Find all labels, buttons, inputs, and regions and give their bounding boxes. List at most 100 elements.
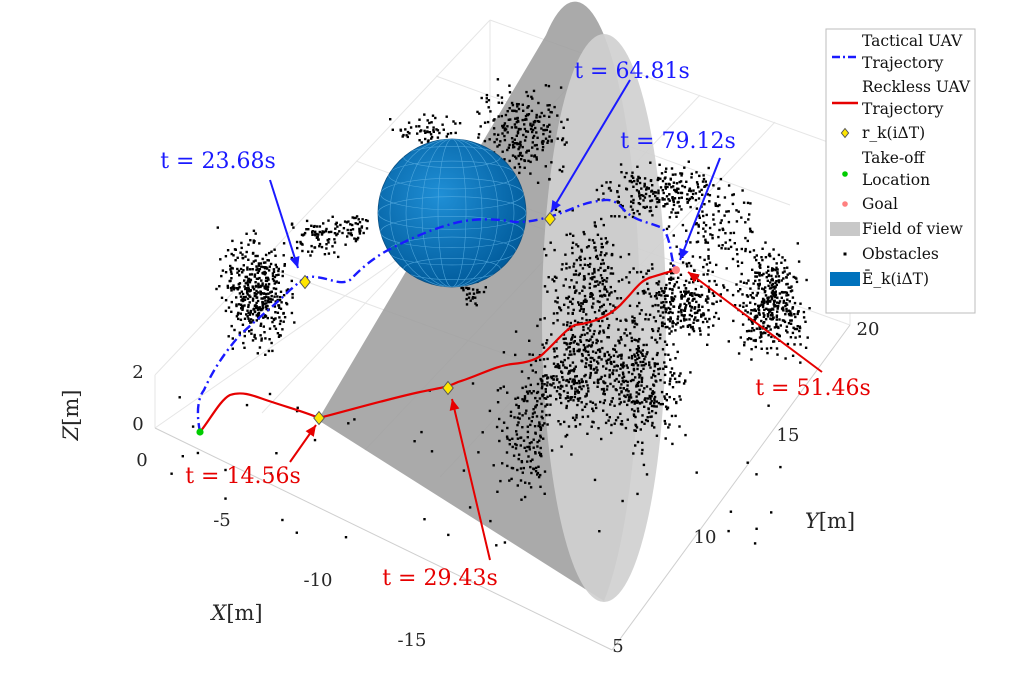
obstacle-point <box>677 310 680 314</box>
obstacle-point <box>760 300 764 304</box>
obstacle-point <box>649 179 653 182</box>
obstacle-point <box>767 265 770 269</box>
obstacle-point <box>669 371 672 374</box>
obstacle-point <box>248 319 251 322</box>
obstacle-point <box>621 278 624 281</box>
obstacle-point <box>635 385 638 388</box>
obstacle-point <box>242 269 245 272</box>
obstacle-point <box>565 343 569 346</box>
obstacle-point <box>514 447 518 450</box>
obstacle-point <box>609 303 612 306</box>
obstacle-point <box>436 136 440 139</box>
obstacle-point <box>791 354 795 357</box>
obstacle-point <box>530 125 533 128</box>
obstacle-point <box>581 415 584 419</box>
obstacle-point <box>272 317 276 321</box>
obstacle-point <box>560 268 563 271</box>
obstacle-point <box>646 419 649 423</box>
obstacle-point <box>613 404 616 407</box>
obstacle-point <box>582 230 585 234</box>
obstacle-point <box>685 262 688 265</box>
legend-entry-obstacles: Obstacles <box>843 245 939 263</box>
obstacle-point <box>570 387 573 390</box>
obstacle-point <box>760 303 763 306</box>
obstacle-point <box>593 329 596 333</box>
obstacle-point <box>542 124 545 127</box>
obstacle-point <box>529 383 532 387</box>
obstacle-point <box>578 256 581 260</box>
obstacle-point <box>632 413 636 416</box>
obstacle-point <box>572 273 576 276</box>
obstacle-point <box>313 246 316 249</box>
obstacle-point <box>277 267 280 271</box>
obstacle-point <box>574 387 577 390</box>
obstacle-point <box>695 471 698 474</box>
obstacle-point <box>608 186 611 190</box>
obstacle-point <box>254 337 257 340</box>
obstacle-point <box>702 265 705 269</box>
obstacle-point <box>266 316 269 320</box>
obstacle-point <box>592 409 595 413</box>
obstacle-point <box>735 209 738 212</box>
obstacle-point <box>565 406 568 410</box>
obstacle-point <box>577 379 581 383</box>
obstacle-point <box>230 272 233 275</box>
obstacle-point <box>625 276 628 279</box>
obstacle-point <box>285 301 288 305</box>
obstacle-point <box>636 492 639 496</box>
obstacle-point <box>265 276 268 280</box>
obstacle-point <box>445 135 448 138</box>
obstacle-point <box>275 265 278 269</box>
obstacle-point <box>562 323 565 326</box>
obstacle-point <box>669 178 672 181</box>
obstacle-point <box>239 295 243 298</box>
obstacle-point <box>635 426 639 429</box>
obstacle-point <box>697 303 701 307</box>
obstacle-point <box>655 353 659 357</box>
obstacle-point <box>534 396 537 400</box>
takeoff-marker <box>196 428 204 436</box>
obstacle-point <box>714 203 717 207</box>
obstacle-point <box>696 183 699 186</box>
obstacle-point <box>553 356 556 359</box>
obstacle-point <box>296 406 299 409</box>
obstacle-point <box>783 259 787 262</box>
obstacle-point <box>552 375 555 378</box>
obstacle-point <box>546 104 549 107</box>
obstacle-point <box>245 250 248 254</box>
obstacle-point <box>230 310 233 313</box>
obstacle-point <box>677 191 680 195</box>
obstacle-point <box>684 306 687 309</box>
obstacle-point <box>752 249 756 252</box>
obstacle-point <box>519 140 522 144</box>
obstacle-point <box>630 200 633 203</box>
obstacle-point <box>274 292 277 295</box>
obstacle-point <box>620 357 623 360</box>
obstacle-point <box>351 223 354 227</box>
obstacle-point <box>787 293 790 297</box>
obstacle-point <box>495 544 498 547</box>
obstacle-point <box>663 361 666 364</box>
obstacle-point <box>635 351 639 354</box>
obstacle-point <box>262 316 265 319</box>
obstacle-point <box>671 442 674 446</box>
obstacle-point <box>574 375 577 378</box>
obstacle-point <box>249 311 253 314</box>
obstacle-point <box>591 407 594 410</box>
obstacle-point <box>766 302 769 305</box>
obstacle-point <box>260 279 263 282</box>
obstacle-point <box>665 399 668 402</box>
obstacle-point <box>290 222 294 225</box>
obstacle-point <box>569 377 572 381</box>
obstacle-point <box>226 286 230 289</box>
obstacle-point <box>602 311 606 314</box>
obstacle-point <box>634 415 637 419</box>
obstacle-point <box>268 251 271 255</box>
obstacle-point <box>673 377 677 380</box>
obstacle-point <box>244 255 247 258</box>
obstacle-point <box>475 304 478 307</box>
obstacle-point <box>764 241 767 244</box>
obstacle-point <box>247 303 250 307</box>
obstacle-point <box>670 330 673 333</box>
obstacle-point <box>786 342 790 346</box>
